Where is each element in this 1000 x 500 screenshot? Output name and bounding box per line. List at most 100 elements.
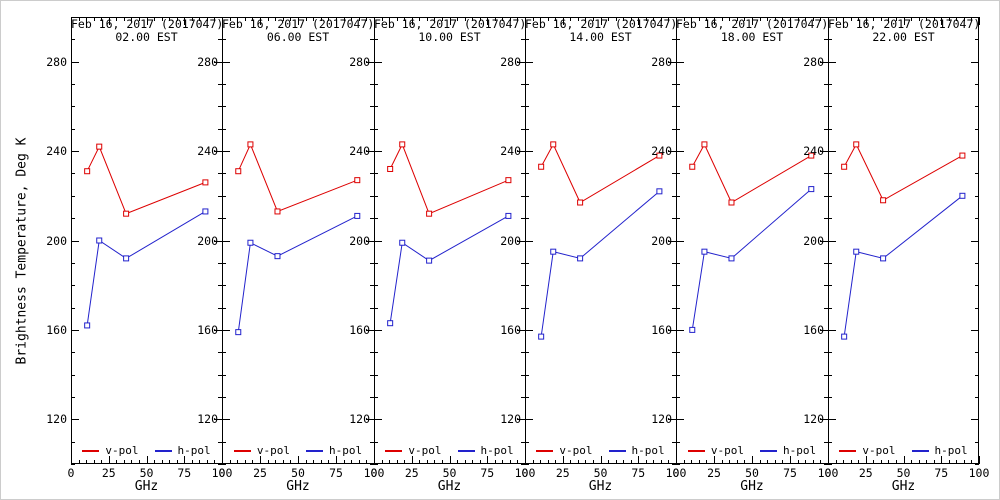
x-tick-label: 0 <box>672 466 680 480</box>
h-pol-data-point-marker <box>538 333 545 340</box>
x-tick-label: 0 <box>218 466 226 480</box>
h-pol-data-point-marker <box>387 320 394 327</box>
x-tick-label: 25 <box>101 466 116 480</box>
h-pol-data-point-marker <box>274 253 281 260</box>
legend-v-pol-label: v-pol <box>256 444 290 457</box>
panel-title: Feb 16, 2017 (2017047) <box>222 17 375 31</box>
y-tick-label: 240 <box>500 144 521 159</box>
v-pol-line <box>540 143 660 204</box>
y-tick-label: 280 <box>46 54 67 69</box>
panel-subtitle: 14.00 EST <box>569 30 632 44</box>
chart-panel: Feb 16, 2017 (2017047) 10.00 EST 120 160 200… <box>349 17 535 494</box>
h-pol-data-point-marker <box>84 322 91 329</box>
h-pol-legend-line <box>306 449 323 452</box>
y-tick-label: 160 <box>500 322 521 337</box>
x-tick-label: 25 <box>404 466 419 480</box>
chart-panel: Feb 16, 2017 (2017047) 02.00 EST 120 160 200… <box>46 17 232 494</box>
h-pol-data-point-marker <box>202 208 209 215</box>
x-tick-label: 50 <box>442 466 457 480</box>
legend-h-pol-label: h-pol <box>631 444 665 457</box>
h-pol-data-point-marker <box>96 237 103 244</box>
h-pol-data-point-marker <box>577 255 584 262</box>
h-pol-data-point-marker <box>701 248 708 255</box>
v-pol-data-point-marker <box>656 152 663 159</box>
y-tick-label: 160 <box>349 322 370 337</box>
h-pol-legend-line <box>457 449 475 452</box>
y-tick-label: 240 <box>197 144 218 159</box>
v-pol-line <box>389 143 509 215</box>
h-pol-line <box>540 190 660 337</box>
y-tick-label: 160 <box>803 322 824 337</box>
v-pol-line <box>691 143 812 204</box>
v-pol-data-point-marker <box>202 179 209 186</box>
y-tick-label: 120 <box>651 412 672 427</box>
v-pol-data-point-marker <box>354 177 361 184</box>
y-tick-label: 160 <box>46 322 67 337</box>
y-tick-label: 240 <box>651 144 672 159</box>
h-pol-line <box>86 211 206 326</box>
y-tick-label: 240 <box>46 144 67 159</box>
x-tick-label: 100 <box>968 466 990 480</box>
x-tick-label: 100 <box>817 466 839 480</box>
y-tick-label: 280 <box>500 54 521 69</box>
h-pol-data-point-marker <box>959 192 966 199</box>
legend: v-pol h-pol <box>71 444 222 457</box>
panel-plot <box>828 17 980 465</box>
legend-v-pol-label: v-pol <box>408 444 442 457</box>
legend-v-pol-label: v-pol <box>862 444 896 457</box>
h-pol-data-point-marker <box>841 333 848 340</box>
v-pol-data-point-marker <box>84 168 91 175</box>
v-pol-data-point-marker <box>880 197 887 204</box>
h-pol-legend-line <box>608 449 626 452</box>
x-tick-label: 75 <box>934 466 949 480</box>
legend-v-pol-label: v-pol <box>710 444 744 457</box>
legend-h-pol-label: h-pol <box>480 444 514 457</box>
x-axis-unit-label: GHz <box>588 479 613 494</box>
legend-item-h-pol: h-pol <box>911 444 968 457</box>
x-axis-unit-label: GHz <box>134 479 159 494</box>
y-tick-label: 200 <box>349 233 370 248</box>
v-pol-data-point-marker <box>274 208 281 215</box>
y-tick-label: 280 <box>349 54 370 69</box>
y-tick-label: 280 <box>651 54 672 69</box>
legend-h-pol-label: h-pol <box>177 444 211 457</box>
legend-item-h-pol: h-pol <box>306 444 362 457</box>
v-pol-data-point-marker <box>701 141 708 148</box>
legend: v-pol h-pol <box>525 444 676 457</box>
h-pol-line <box>691 188 812 330</box>
panel-frame <box>828 17 980 465</box>
x-tick-label: 0 <box>824 466 832 480</box>
y-tick-label: 200 <box>500 233 521 248</box>
y-tick-label: 200 <box>46 233 67 248</box>
x-axis-unit-label: GHz <box>740 479 764 494</box>
x-tick-label: 75 <box>480 466 495 480</box>
h-pol-data-point-marker <box>880 255 887 262</box>
v-pol-data-point-marker <box>808 152 815 159</box>
x-tick-label: 50 <box>896 466 911 480</box>
h-pol-data-point-marker <box>235 329 242 336</box>
panel-frame <box>222 17 375 465</box>
v-pol-line <box>237 143 358 213</box>
x-tick-label: 0 <box>370 466 378 480</box>
legend-h-pol-label: h-pol <box>934 444 968 457</box>
x-tick-label: 100 <box>211 466 233 480</box>
y-tick-label: 120 <box>46 412 67 427</box>
panel-frame <box>676 17 829 465</box>
panel-frame <box>374 17 526 465</box>
h-pol-data-point-marker <box>728 255 735 262</box>
panel-subtitle: 18.00 EST <box>720 30 784 44</box>
panel-plot <box>676 17 829 465</box>
chart-panel: Feb 16, 2017 (2017047) 22.00 EST 120 160 200… <box>803 17 989 494</box>
x-tick-label: 0 <box>521 466 529 480</box>
panel-title: Feb 16, 2017 (2017047) <box>676 17 829 31</box>
panel-title: Feb 16, 2017 (2017047) <box>374 17 527 31</box>
legend-item-v-pol: v-pol <box>839 444 896 457</box>
v-pol-legend-line <box>687 449 705 452</box>
v-pol-data-point-marker <box>550 141 557 148</box>
h-pol-data-point-marker <box>399 239 406 246</box>
panel-frame <box>525 17 677 465</box>
x-tick-label: 75 <box>177 466 192 480</box>
y-tick-label: 120 <box>349 412 370 427</box>
legend-v-pol-label: v-pol <box>559 444 593 457</box>
